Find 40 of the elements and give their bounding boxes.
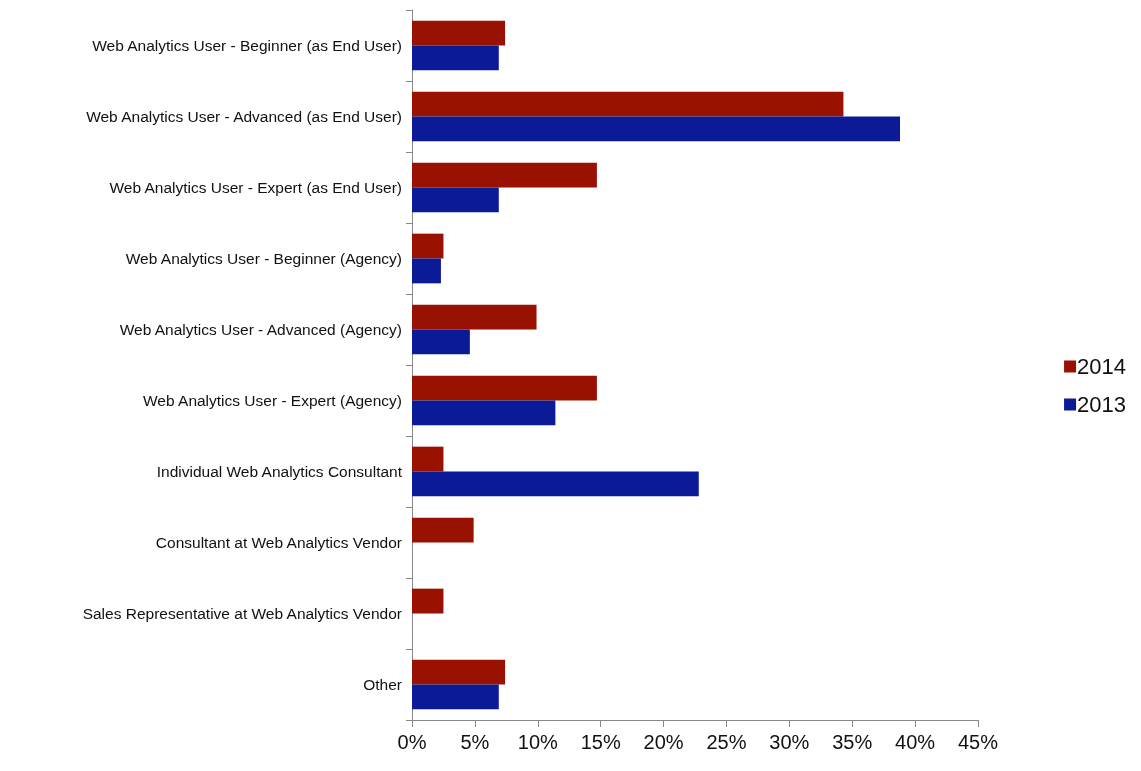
- bar: [412, 162, 597, 188]
- y-tick-label: Web Analytics User - Beginner (as End User): [92, 37, 402, 54]
- bar: [412, 329, 470, 355]
- x-tick-label: 40%: [895, 731, 936, 753]
- bar: [412, 91, 844, 117]
- bar: [412, 375, 597, 401]
- legend-label: 2013: [1077, 392, 1127, 417]
- x-tick-label: 5%: [460, 731, 490, 753]
- x-tick-label: 10%: [517, 731, 559, 753]
- x-tick-label: 45%: [957, 731, 999, 753]
- x-tick-label: 35%: [832, 731, 873, 753]
- bar: [412, 116, 901, 142]
- y-tick-label: Sales Representative at Web Analytics Vendor: [82, 605, 402, 622]
- bar: [412, 233, 444, 259]
- bar: [412, 258, 441, 284]
- x-tick-label: 15%: [580, 731, 621, 753]
- y-tick-label: Web Analytics User - Expert (as End User): [109, 179, 402, 196]
- y-tick-label: Individual Web Analytics Consultant: [156, 463, 403, 480]
- y-tick-label: Consultant at Web Analytics Vendor: [155, 534, 402, 551]
- x-tick-label: 25%: [706, 731, 747, 753]
- y-tick-label: Web Analytics User - Advanced (Agency): [119, 321, 402, 338]
- bar: [412, 400, 556, 426]
- y-tick-label: Web Analytics User - Expert (Agency): [143, 392, 402, 409]
- y-tick-label: Web Analytics User - Beginner (Agency): [125, 250, 402, 267]
- legend-label: 2014: [1077, 354, 1127, 379]
- x-tick-label: 20%: [643, 731, 684, 753]
- bar: [412, 659, 506, 685]
- x-tick-label: 30%: [769, 731, 810, 753]
- bar: [412, 45, 499, 71]
- bar: [412, 20, 506, 46]
- bar: [412, 684, 499, 710]
- x-tick-label: 0%: [397, 731, 427, 753]
- y-tick-label: Other: [363, 676, 402, 693]
- bar: [412, 187, 499, 213]
- bar: [412, 446, 444, 472]
- bar: [412, 588, 444, 614]
- bar: [412, 471, 699, 497]
- bar: [412, 517, 474, 543]
- y-tick-label: Web Analytics User - Advanced (as End User): [86, 108, 402, 125]
- bar: [412, 304, 537, 330]
